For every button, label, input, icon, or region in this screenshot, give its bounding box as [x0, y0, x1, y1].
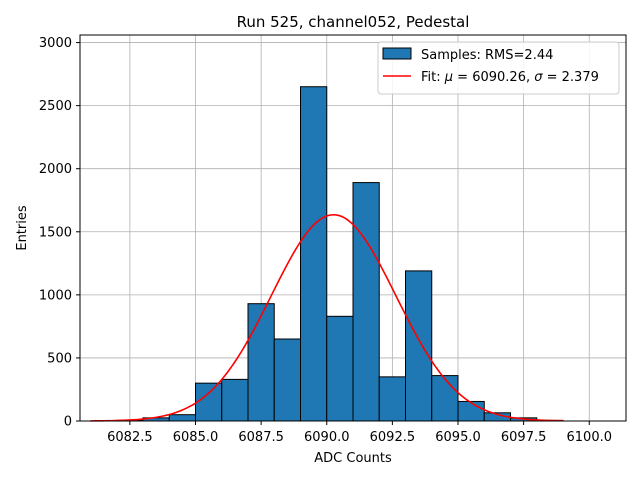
legend-fit-sigma-symbol: σ [534, 70, 543, 85]
y-tick-label-1: 500 [47, 351, 72, 366]
histogram-bar-13 [457, 400, 485, 422]
y-tick-label-4: 2000 [39, 162, 72, 177]
x-tick-label-0: 6082.5 [107, 430, 153, 445]
histogram-bar-8 [326, 315, 354, 422]
x-tick-label-3: 6090.0 [304, 430, 350, 445]
histogram-bar-10 [378, 376, 406, 422]
y-tick-label-6: 3000 [39, 36, 72, 51]
histogram-bars [116, 86, 564, 422]
y-axis-label: Entries [15, 205, 30, 251]
x-tick-label-6: 6097.5 [501, 430, 547, 445]
histogram-bar-3 [195, 382, 223, 422]
histogram-bar-7 [300, 86, 328, 422]
histogram-bar-12 [431, 375, 459, 422]
gaussian-fit-curve [90, 213, 564, 422]
x-axis-ticks: 6082.5 6085.0 6087.5 6090.0 6092.5 6095.0 6097… [107, 421, 612, 445]
x-axis-label: ADC Counts [314, 451, 392, 466]
legend-fit-mu-symbol: μ [444, 70, 453, 85]
legend-label-samples: Samples: RMS=2.44 [421, 48, 553, 63]
legend-label-fit: Fit: μ = 6090.26, σ = 2.379 [421, 70, 599, 85]
plot-frame [79, 34, 627, 422]
histogram-bar-6 [273, 338, 301, 422]
x-tick-label-7: 6100.0 [567, 430, 613, 445]
legend-fit-prefix: Fit: [421, 70, 445, 85]
legend-fit-sigma-value: = 2.379 [542, 70, 598, 85]
x-tick-label-4: 6092.5 [370, 430, 416, 445]
legend-box [377, 41, 620, 95]
y-tick-label-0: 0 [64, 415, 72, 430]
legend-swatch-samples [382, 47, 412, 60]
x-tick-label-1: 6085.0 [173, 430, 219, 445]
legend-fit-mu-value: = 6090.26, [453, 70, 534, 85]
histogram-bar-4 [221, 378, 249, 422]
histogram-bar-9 [352, 182, 380, 422]
y-axis-ticks: 0 500 1000 1500 2000 2500 3000 [39, 36, 80, 430]
chart-title: Run 525, channel052, Pedestal [237, 13, 470, 31]
histogram-bar-11 [405, 270, 433, 422]
y-tick-label-2: 1000 [39, 288, 72, 303]
y-tick-label-5: 2500 [39, 99, 72, 114]
histogram-bar-5 [247, 303, 275, 422]
x-tick-label-5: 6095.0 [435, 430, 481, 445]
y-tick-label-3: 1500 [39, 225, 72, 240]
x-tick-label-2: 6087.5 [238, 430, 284, 445]
histogram-bar-2 [168, 414, 196, 422]
legend: Samples: RMS=2.44 Fit: μ = 6090.26, σ = … [377, 41, 620, 95]
